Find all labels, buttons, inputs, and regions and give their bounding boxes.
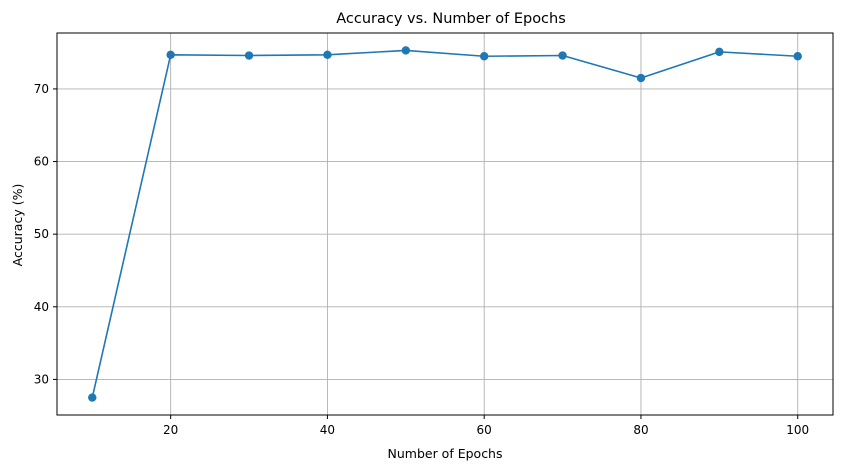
data-point-marker — [479, 52, 489, 61]
x-tick-label: 40 — [320, 423, 335, 437]
data-point-marker — [323, 50, 332, 59]
chart-title: Accuracy vs. Number of Epochs — [336, 11, 566, 27]
x-gridlines — [170, 33, 799, 415]
data-point-marker — [244, 51, 254, 60]
data-point-marker — [558, 51, 567, 60]
y-tick-label: 60 — [34, 155, 49, 169]
x-axis-label: Number of Epochs — [388, 446, 503, 461]
y-axis-label: Accuracy (%) — [10, 184, 25, 267]
data-point-marker — [401, 46, 411, 55]
y-tick-label: 30 — [34, 372, 49, 386]
x-tick-label: 80 — [633, 423, 648, 437]
data-point-marker — [793, 52, 802, 61]
x-tick-label: 100 — [786, 423, 809, 437]
y-gridlines — [57, 88, 833, 380]
data-point-marker — [715, 47, 724, 57]
series-group — [88, 46, 802, 402]
x-tick-label: 20 — [163, 423, 178, 437]
data-point-marker — [636, 73, 646, 83]
plot-area-frame — [56, 32, 834, 416]
y-tick-label: 40 — [34, 300, 49, 314]
x-axis-ticks: 20 40 60 80 100 — [163, 415, 809, 437]
series-line — [91, 49, 798, 398]
y-axis-ticks: 30 40 50 60 70 — [34, 82, 57, 386]
y-tick-label: 70 — [34, 82, 49, 96]
data-point-marker — [88, 393, 97, 402]
data-point-marker — [166, 50, 175, 59]
y-tick-label: 50 — [34, 227, 49, 241]
x-tick-label: 60 — [477, 423, 492, 437]
